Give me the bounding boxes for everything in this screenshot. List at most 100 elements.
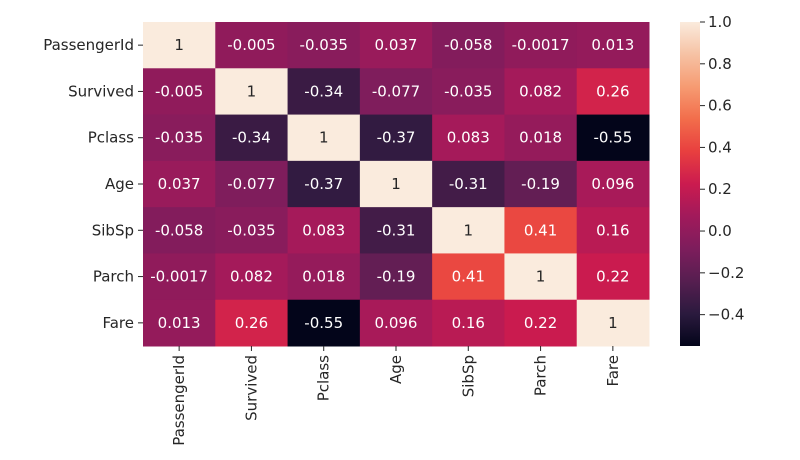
cell-annotation: -0.058 <box>155 221 203 239</box>
heatmap-cell <box>504 253 578 301</box>
heatmap-cell <box>143 160 216 208</box>
colorbar-tick-label: 0.4 <box>708 138 732 156</box>
heatmap-cell <box>504 207 578 254</box>
row-tick-label: Survived <box>68 82 134 100</box>
cell-annotation: 0.082 <box>230 268 273 286</box>
heatmap-cell <box>215 299 289 347</box>
heatmap-cells: 1 -0.005 -0.035 0.037 -0.058 -0.0017 0.013 -0.0… <box>143 22 650 347</box>
cell-annotation: 0.082 <box>519 82 562 100</box>
heatmap-cell <box>504 299 578 347</box>
heatmap-cell <box>359 253 433 301</box>
cell-annotation: -0.31 <box>449 175 488 193</box>
heatmap-cell <box>359 114 433 162</box>
heatmap-cell <box>359 299 433 347</box>
heatmap-cell <box>143 68 216 116</box>
row-tick-label: PassengerId <box>43 36 134 54</box>
cell-annotation: 0.037 <box>375 36 418 54</box>
heatmap-cell <box>576 299 650 347</box>
column-tick-label: Pclass <box>315 355 333 401</box>
cell-annotation: -0.31 <box>377 221 416 239</box>
cell-annotation: 1 <box>174 36 184 54</box>
heatmap-cell <box>143 22 216 69</box>
colorbar-ticks: 1.0 0.8 0.6 0.4 0.2 0.0 −0.2 −0.4 <box>700 13 744 324</box>
heatmap-cell <box>576 22 650 69</box>
row-tick-label: Age <box>105 175 134 193</box>
heatmap-cell <box>576 114 650 162</box>
heatmap-cell <box>359 207 433 254</box>
colorbar-tick-label: −0.4 <box>708 306 744 324</box>
heatmap-cell <box>215 253 289 301</box>
cell-annotation: 1 <box>536 268 546 286</box>
colorbar-tick-label: 0.8 <box>708 55 732 73</box>
cell-annotation: -0.55 <box>593 129 632 147</box>
cell-annotation: 0.096 <box>591 175 634 193</box>
colorbar-tick-label: 0.2 <box>708 180 732 198</box>
cell-annotation: -0.37 <box>377 129 416 147</box>
column-tick-label: Age <box>387 355 405 384</box>
heatmap-cell <box>215 22 289 69</box>
cell-annotation: 0.16 <box>596 221 629 239</box>
colorbar-gradient <box>680 22 700 346</box>
heatmap-cell <box>432 114 505 162</box>
cell-annotation: -0.077 <box>372 82 420 100</box>
cell-annotation: 1 <box>464 221 474 239</box>
cell-annotation: 0.013 <box>158 314 201 332</box>
colorbar: 1.0 0.8 0.6 0.4 0.2 0.0 −0.2 −0.4 <box>680 13 744 346</box>
column-tick-label: Parch <box>532 355 550 396</box>
heatmap-cell <box>432 68 505 116</box>
heatmap-cell <box>215 68 289 116</box>
cell-annotation: -0.34 <box>232 129 271 147</box>
heatmap-cell <box>576 68 650 116</box>
heatmap-cell <box>143 207 216 254</box>
colorbar-tick-label: 0.0 <box>708 222 732 240</box>
cell-annotation: -0.55 <box>304 314 343 332</box>
cell-annotation: 0.26 <box>235 314 268 332</box>
heatmap-cell <box>576 207 650 254</box>
colorbar-tick-label: 1.0 <box>708 13 732 31</box>
cell-annotation: 0.018 <box>519 129 562 147</box>
cell-annotation: -0.34 <box>304 82 343 100</box>
heatmap-cell <box>287 253 361 301</box>
cell-annotation: -0.37 <box>304 175 343 193</box>
cell-annotation: 1 <box>608 314 618 332</box>
heatmap-cell <box>504 114 578 162</box>
cell-annotation: -0.058 <box>444 36 492 54</box>
cell-annotation: -0.005 <box>155 82 203 100</box>
heatmap-cell <box>504 68 578 116</box>
cell-annotation: -0.0017 <box>512 36 570 54</box>
colorbar-tick-label: −0.2 <box>708 264 744 282</box>
heatmap-cell <box>215 114 289 162</box>
heatmap-cell <box>432 253 505 301</box>
heatmap-cell <box>432 22 505 69</box>
heatmap-cell <box>576 160 650 208</box>
colorbar-tick-label: 0.6 <box>708 97 732 115</box>
heatmap-cell <box>287 160 361 208</box>
cell-annotation: 0.22 <box>596 268 629 286</box>
row-tick-label: Parch <box>93 268 134 286</box>
heatmap-cell <box>143 253 216 301</box>
heatmap-cell <box>287 68 361 116</box>
heatmap-cell <box>432 160 505 208</box>
cell-annotation: 0.16 <box>452 314 485 332</box>
row-tick-label: SibSp <box>92 221 134 239</box>
heatmap-cell <box>215 160 289 208</box>
cell-annotation: 1 <box>391 175 401 193</box>
heatmap-cell <box>215 207 289 254</box>
column-tick-labels: PassengerId Survived Pclass Age SibSp Parch Fa… <box>170 346 622 446</box>
cell-annotation: 0.037 <box>158 175 201 193</box>
cell-annotation: -0.035 <box>155 129 203 147</box>
heatmap-cell <box>287 114 361 162</box>
heatmap-cell <box>359 22 433 69</box>
heatmap-cell <box>143 114 216 162</box>
column-tick-label: PassengerId <box>170 355 188 446</box>
cell-annotation: 1 <box>247 82 257 100</box>
cell-annotation: -0.19 <box>521 175 560 193</box>
cell-annotation: 0.018 <box>302 268 345 286</box>
heatmap-cell <box>359 68 433 116</box>
row-tick-label: Pclass <box>88 129 134 147</box>
row-tick-label: Fare <box>102 314 134 332</box>
cell-annotation: -0.035 <box>444 82 492 100</box>
cell-annotation: -0.19 <box>377 268 416 286</box>
column-tick-label: Fare <box>604 355 622 387</box>
